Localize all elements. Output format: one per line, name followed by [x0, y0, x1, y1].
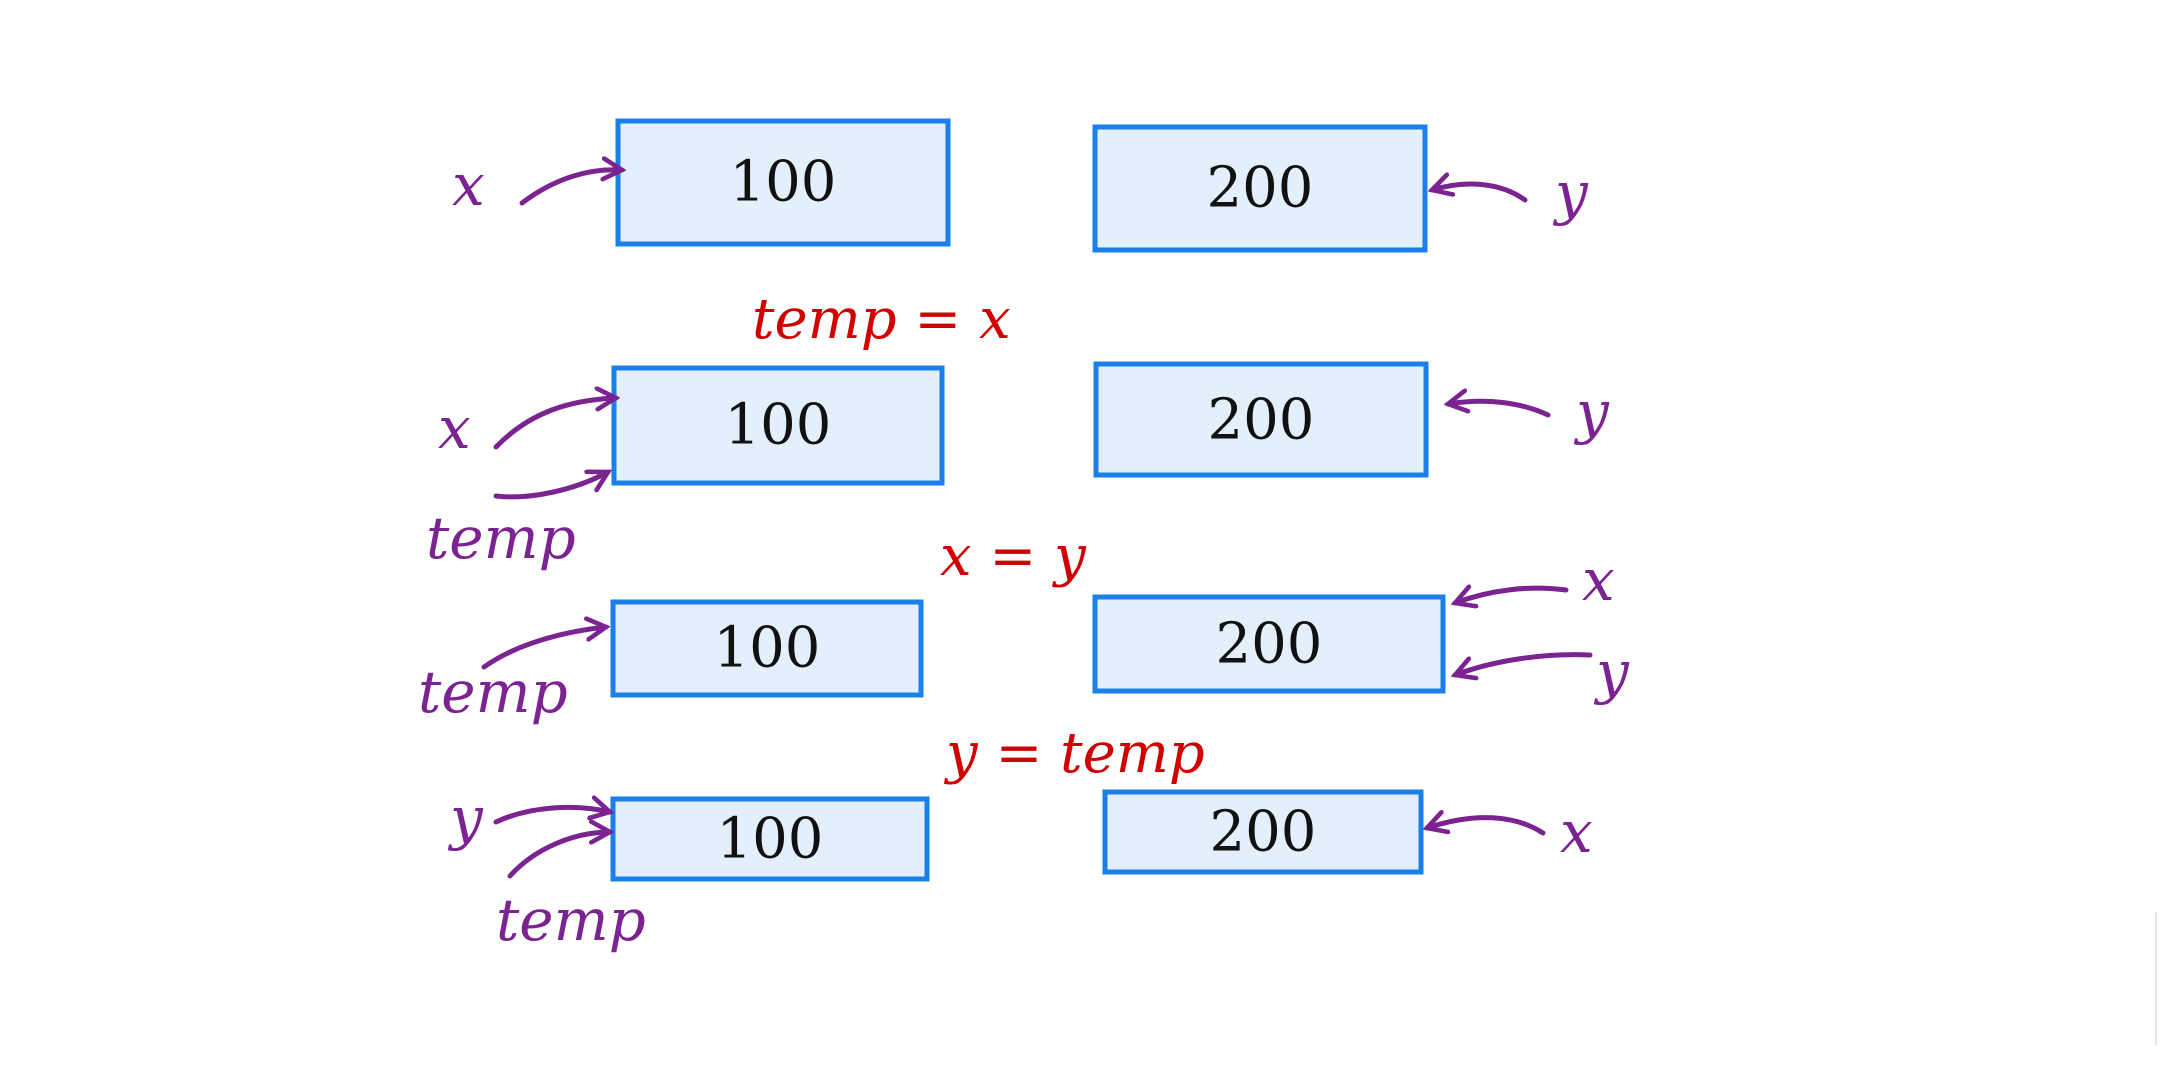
value-label: 200 [1210, 800, 1317, 865]
pointer-arrow [1432, 184, 1528, 203]
value-label: 200 [1216, 612, 1323, 677]
memory-box-left [610, 599, 924, 698]
variable-label-temp: temp [418, 658, 568, 726]
variable-label-temp: temp [496, 886, 646, 954]
pointer-arrow [519, 170, 622, 206]
row-4: y = temp 100 y temp 200 x [447, 721, 1593, 954]
value-label: 200 [1207, 156, 1314, 221]
pointer-arrow [481, 627, 606, 670]
memory-box-left [615, 118, 951, 247]
variable-label-x: x [1582, 546, 1615, 614]
memory-box-right [1092, 594, 1446, 694]
variable-label-x: x [438, 394, 471, 462]
value-label: 100 [717, 807, 824, 872]
pointer-arrow [493, 398, 616, 450]
row-1: 100 x 200 y [452, 118, 1589, 253]
memory-box-left [611, 365, 945, 486]
value-label: 100 [714, 616, 821, 681]
value-label: 200 [1208, 388, 1315, 453]
pointer-arrow [507, 832, 610, 879]
variable-label-y: y [1593, 638, 1630, 706]
value-label: 100 [725, 393, 832, 458]
memory-box-left [610, 796, 930, 882]
pointer-arrow [493, 807, 610, 825]
row-3: x = y 100 temp 200 x y [418, 524, 1630, 726]
variable-label-y: y [1552, 159, 1589, 227]
pointer-arrow [493, 469, 608, 500]
variable-label-x: x [1560, 798, 1593, 866]
pointer-arrow [1455, 652, 1593, 675]
variable-label-temp: temp [426, 504, 576, 572]
memory-box-right [1093, 361, 1429, 478]
step-label: y = temp [943, 721, 1205, 786]
value-label: 100 [730, 150, 837, 215]
row-2: temp = x 100 x temp 200 y [426, 287, 1610, 572]
pointer-arrow [1455, 588, 1569, 603]
pointer-arrow [1448, 401, 1551, 418]
variable-label-y: y [1573, 378, 1610, 446]
memory-box-right [1092, 124, 1428, 253]
memory-box-right [1102, 789, 1424, 875]
pointer-arrow [1427, 818, 1546, 836]
variable-label-y: y [447, 784, 484, 852]
variable-label-x: x [452, 151, 485, 219]
step-label: x = y [940, 524, 1087, 589]
step-label: temp = x [752, 287, 1011, 352]
